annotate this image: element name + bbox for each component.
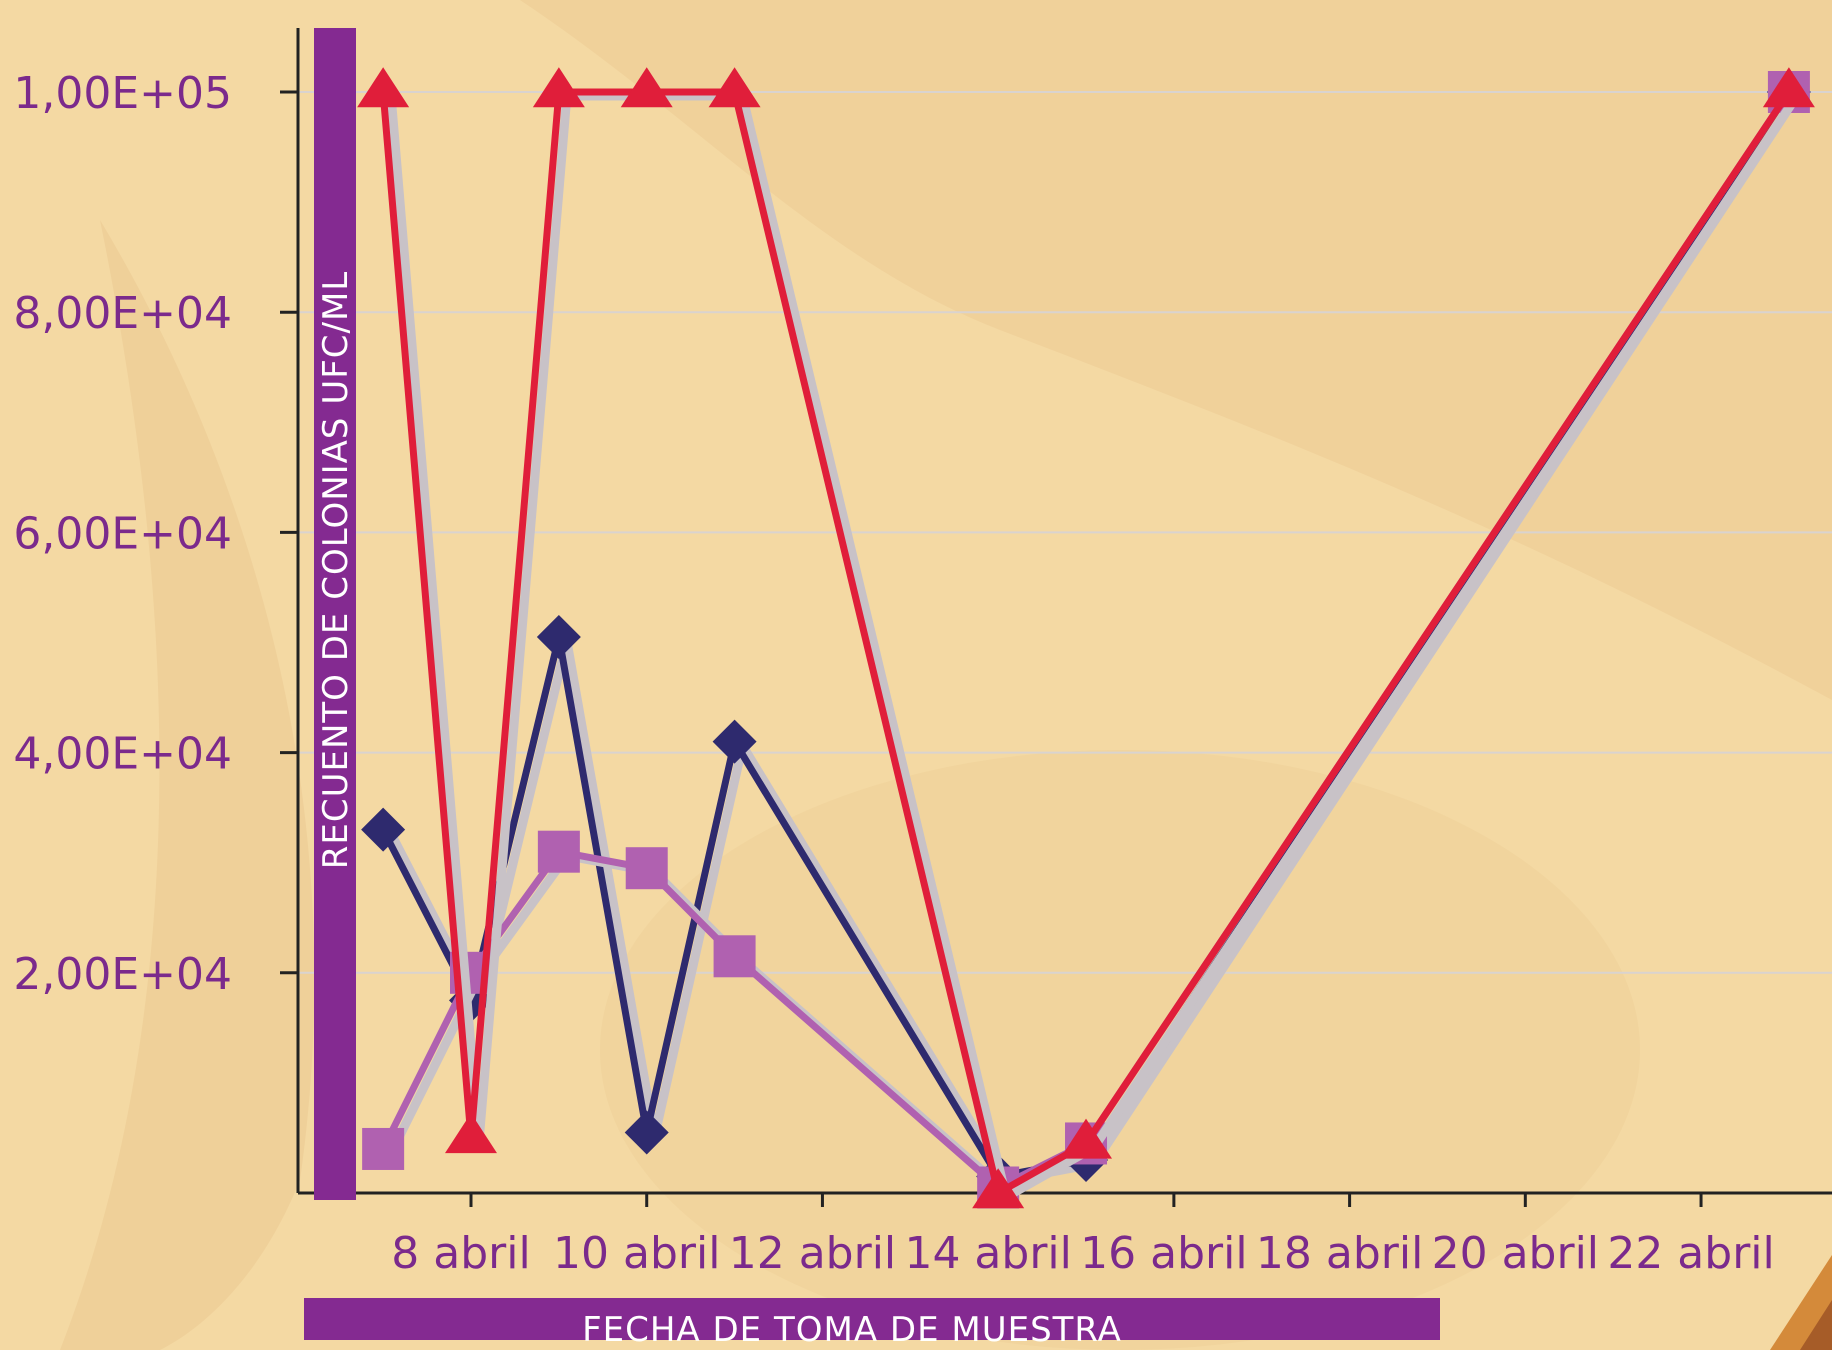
y-axis-title-bar: [314, 28, 356, 1200]
series: [357, 67, 1815, 1209]
y-tick-label: 4,00E+04: [13, 729, 232, 780]
x-tick-label: 12 abril: [729, 1228, 896, 1279]
data-point: [362, 1127, 405, 1170]
data-point: [445, 1113, 497, 1154]
corner-decoration-inner: [1800, 1300, 1832, 1350]
data-point: [1060, 1118, 1113, 1159]
data-point: [625, 847, 668, 890]
y-tick-label: 6,00E+04: [13, 508, 232, 559]
y-axis-title: RECUENTO DE COLONIAS UFC/ML: [316, 271, 356, 869]
x-tick-label: 20 abril: [1432, 1228, 1599, 1279]
data-point: [1762, 67, 1815, 108]
data-point: [712, 719, 757, 764]
tick-labels: 2,00E+04 4,00E+04 6,00E+04 8,00E+04 1,00E+05…: [13, 68, 1774, 1279]
data-point: [536, 614, 581, 659]
y-tick-label: 1,00E+05: [13, 68, 232, 119]
data-point: [532, 67, 585, 108]
series-layer: [357, 67, 1815, 1209]
data-point: [537, 830, 580, 873]
x-tick-label: 8 abril: [391, 1228, 530, 1279]
data-point: [361, 807, 406, 852]
x-tick-label: 10 abril: [553, 1228, 720, 1279]
data-point: [357, 67, 410, 108]
data-point: [972, 1168, 1025, 1209]
x-axis-title: FECHA DE TOMA DE MUESTRA: [582, 1310, 1122, 1350]
axes: [280, 28, 1832, 1207]
data-point: [620, 67, 673, 108]
data-point: [624, 1110, 669, 1155]
data-point: [708, 67, 761, 108]
x-tick-label: 16 abril: [1080, 1228, 1247, 1279]
y-tick-label: 8,00E+04: [13, 288, 232, 339]
x-axis-title-bar: [304, 1298, 1440, 1340]
x-tick-label: 18 abril: [1256, 1228, 1423, 1279]
x-tick-label: 14 abril: [904, 1228, 1071, 1279]
y-tick-label: 2,00E+04: [13, 949, 232, 1000]
x-tick-label: 22 abril: [1607, 1228, 1774, 1279]
data-point: [713, 935, 756, 978]
